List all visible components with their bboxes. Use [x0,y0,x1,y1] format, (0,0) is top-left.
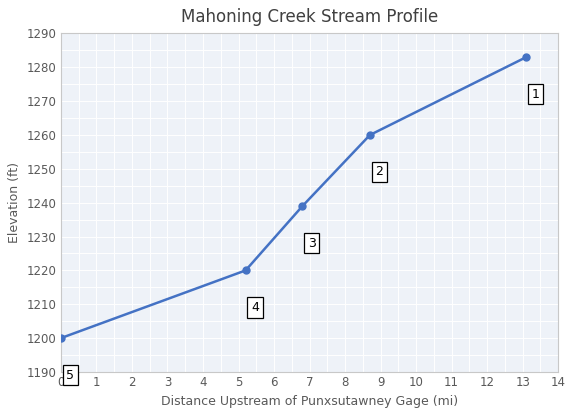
Text: 3: 3 [308,237,316,250]
Y-axis label: Elevation (ft): Elevation (ft) [9,162,21,243]
X-axis label: Distance Upstream of Punxsutawney Gage (mi): Distance Upstream of Punxsutawney Gage (… [161,395,458,408]
Title: Mahoning Creek Stream Profile: Mahoning Creek Stream Profile [181,8,438,26]
Text: 2: 2 [375,166,383,178]
Text: 4: 4 [251,301,259,314]
Text: 1: 1 [532,88,540,101]
Text: 5: 5 [66,369,74,381]
